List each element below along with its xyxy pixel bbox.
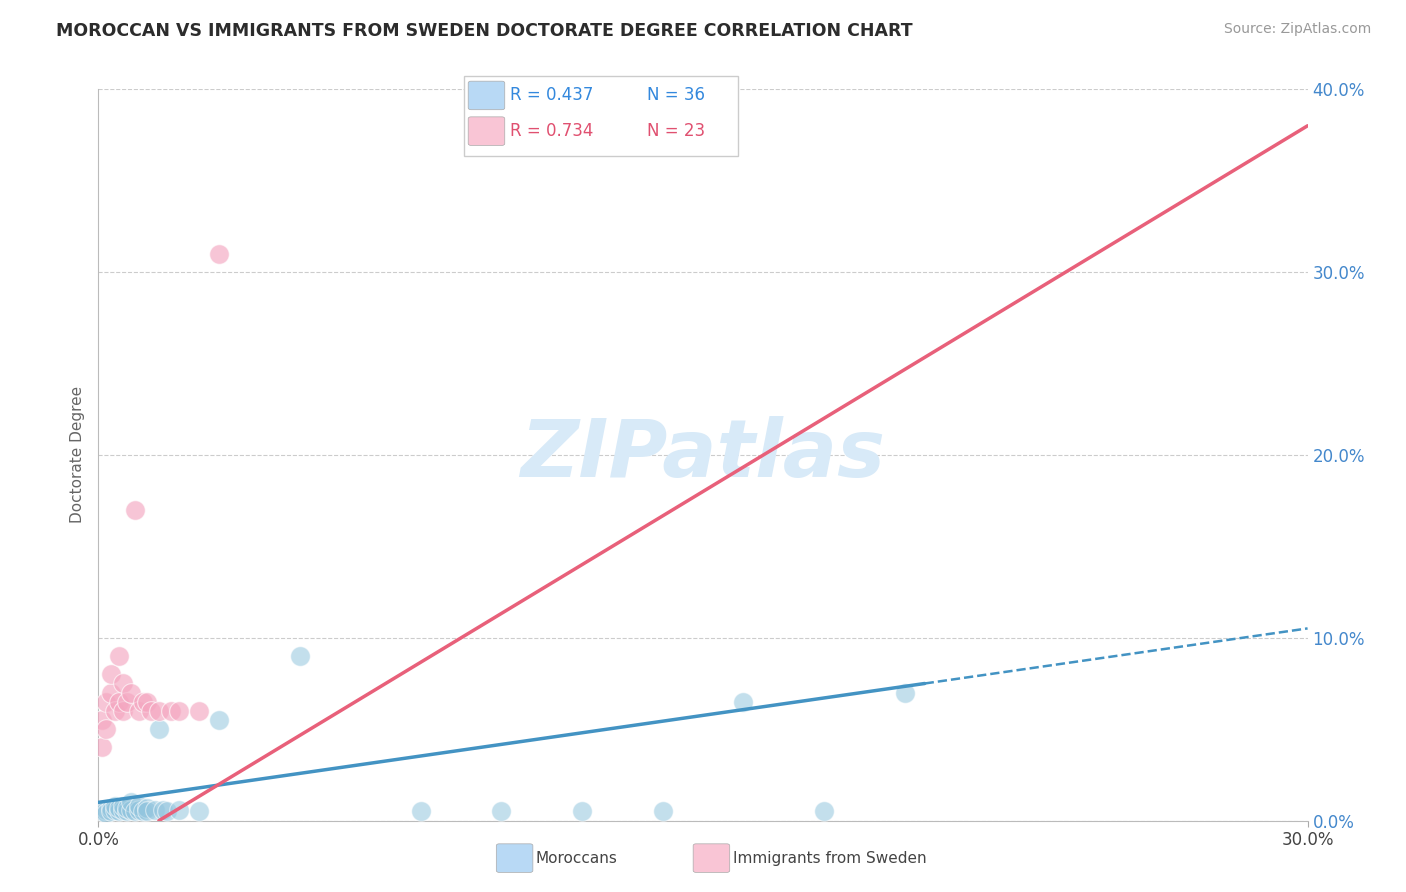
Point bbox=[124, 503, 146, 517]
Point bbox=[100, 801, 122, 815]
Point bbox=[409, 805, 432, 819]
Point bbox=[107, 649, 129, 664]
Point bbox=[103, 704, 125, 718]
Point bbox=[651, 805, 673, 819]
Point bbox=[571, 805, 593, 819]
Point bbox=[156, 805, 179, 819]
Point bbox=[96, 803, 118, 817]
Point bbox=[107, 695, 129, 709]
Point bbox=[148, 723, 170, 737]
Point bbox=[91, 713, 114, 727]
Point bbox=[115, 805, 138, 819]
Point bbox=[135, 695, 157, 709]
Point bbox=[188, 805, 211, 819]
Point bbox=[167, 803, 190, 817]
Text: R = 0.734: R = 0.734 bbox=[510, 122, 593, 140]
Point bbox=[152, 803, 174, 817]
Text: MOROCCAN VS IMMIGRANTS FROM SWEDEN DOCTORATE DEGREE CORRELATION CHART: MOROCCAN VS IMMIGRANTS FROM SWEDEN DOCTO… bbox=[56, 22, 912, 40]
Point bbox=[288, 649, 311, 664]
Point bbox=[132, 805, 155, 819]
Point bbox=[100, 686, 122, 700]
Point bbox=[208, 246, 231, 260]
Point bbox=[148, 704, 170, 718]
Point bbox=[135, 805, 157, 819]
Point bbox=[91, 740, 114, 755]
Point bbox=[103, 803, 125, 817]
Point bbox=[491, 805, 513, 819]
Point bbox=[124, 805, 146, 819]
Point bbox=[167, 704, 190, 718]
Point bbox=[115, 801, 138, 815]
Point bbox=[120, 803, 142, 817]
Point bbox=[100, 667, 122, 681]
Point bbox=[120, 686, 142, 700]
Point bbox=[91, 805, 114, 819]
Point bbox=[128, 803, 150, 817]
Y-axis label: Doctorate Degree: Doctorate Degree bbox=[70, 386, 86, 524]
Point bbox=[96, 723, 118, 737]
Point bbox=[120, 796, 142, 810]
Point bbox=[188, 704, 211, 718]
Point bbox=[96, 806, 118, 821]
Point bbox=[107, 805, 129, 819]
Point bbox=[128, 704, 150, 718]
Point bbox=[139, 704, 162, 718]
Point bbox=[111, 799, 134, 814]
Text: Moroccans: Moroccans bbox=[536, 851, 617, 865]
Point bbox=[143, 803, 166, 817]
Point bbox=[103, 799, 125, 814]
Point bbox=[893, 686, 915, 700]
Text: Source: ZipAtlas.com: Source: ZipAtlas.com bbox=[1223, 22, 1371, 37]
Point bbox=[208, 713, 231, 727]
Point bbox=[111, 676, 134, 690]
Point bbox=[115, 695, 138, 709]
Text: N = 36: N = 36 bbox=[647, 87, 704, 104]
Text: R = 0.437: R = 0.437 bbox=[510, 87, 593, 104]
Text: ZIPatlas: ZIPatlas bbox=[520, 416, 886, 494]
Point bbox=[107, 801, 129, 815]
Point bbox=[111, 803, 134, 817]
Point bbox=[733, 695, 755, 709]
Point bbox=[135, 801, 157, 815]
Point bbox=[128, 799, 150, 814]
Text: N = 23: N = 23 bbox=[647, 122, 704, 140]
Point bbox=[100, 805, 122, 819]
Point bbox=[96, 695, 118, 709]
Text: Immigrants from Sweden: Immigrants from Sweden bbox=[733, 851, 927, 865]
Point bbox=[111, 704, 134, 718]
Point bbox=[132, 695, 155, 709]
Point bbox=[813, 805, 835, 819]
Point bbox=[160, 704, 183, 718]
